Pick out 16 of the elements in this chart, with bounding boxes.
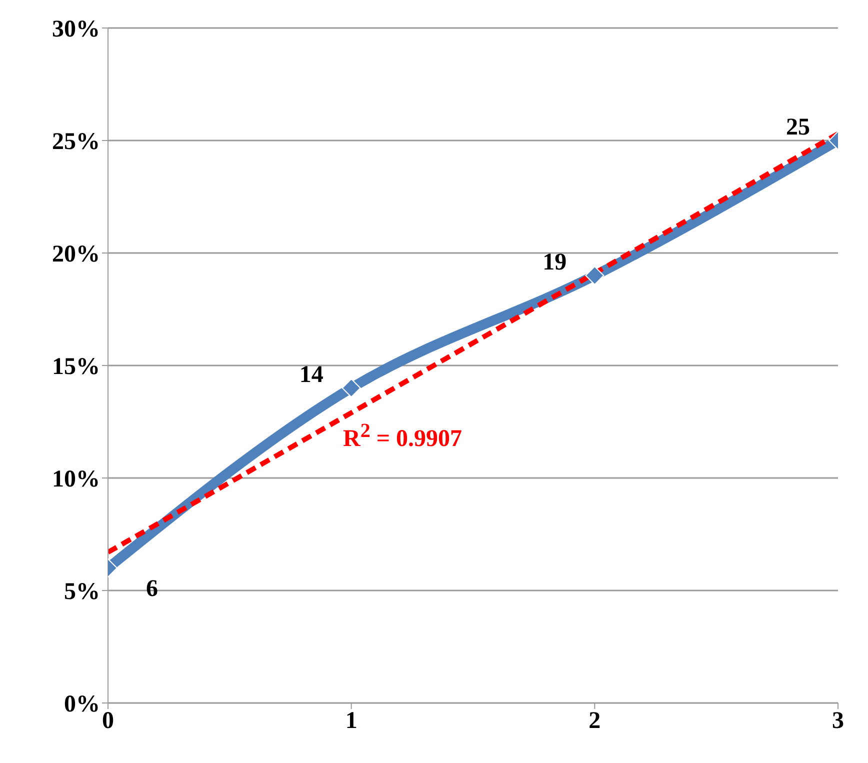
x-tick-label: 3	[832, 708, 844, 734]
data-label: 25	[786, 114, 810, 140]
annotation: R$^{2}$ = 0.9907	[343, 420, 462, 453]
y-tick-label: 5%	[64, 579, 100, 606]
y-tick-label: 20%	[52, 242, 100, 268]
data-label: 6	[146, 576, 158, 602]
y-tick-label: 30%	[52, 16, 100, 43]
x-tick-label: 1	[345, 708, 358, 734]
y-tick-label: 25%	[52, 129, 100, 156]
y-tick-label: 10%	[52, 466, 100, 493]
x-tick-label: 2	[588, 708, 601, 734]
data-label: 14	[299, 362, 324, 388]
y-tick-label: 15%	[52, 354, 100, 380]
x-tick-label: 0	[102, 708, 114, 734]
data-label: 19	[542, 250, 567, 276]
y-tick-label: 0%	[64, 692, 100, 718]
